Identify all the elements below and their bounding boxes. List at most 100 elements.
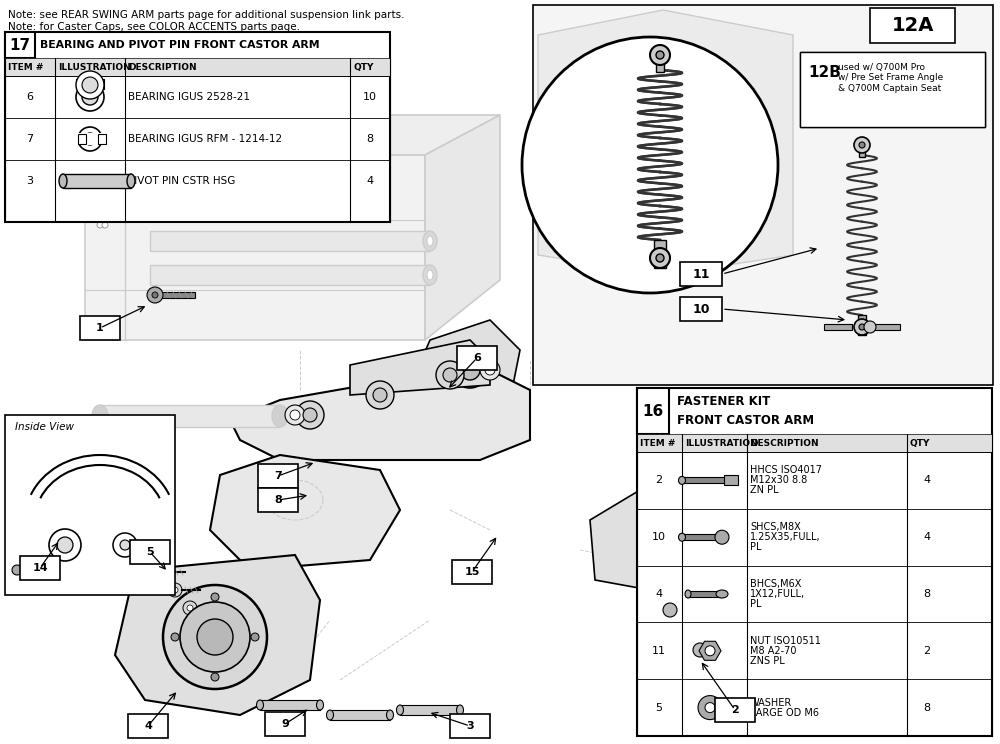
Text: BEARING AND PIVOT PIN FRONT CASTOR ARM: BEARING AND PIVOT PIN FRONT CASTOR ARM [40,40,320,50]
Polygon shape [230,365,530,460]
Bar [76,79,104,89]
Bar [682,534,722,540]
Circle shape [120,540,130,550]
Circle shape [705,646,715,655]
Ellipse shape [387,710,394,720]
Bar [130,540,170,564]
Bar [400,705,460,715]
Text: FRONT CASTOR ARM: FRONT CASTOR ARM [677,414,814,426]
Bar [700,646,755,654]
Polygon shape [538,10,793,275]
Bar [670,606,725,614]
Ellipse shape [127,174,135,188]
Circle shape [82,77,98,93]
Text: used w/ Q700M Pro
w/ Pre Set Frame Angle
& Q700M Captain Seat: used w/ Q700M Pro w/ Pre Set Frame Angle… [838,63,943,93]
Circle shape [373,388,387,402]
Text: 4: 4 [655,589,663,599]
Text: 9: 9 [281,719,289,729]
Text: 3: 3 [466,721,474,731]
Bar [63,174,131,188]
Circle shape [864,321,876,333]
Circle shape [452,352,488,388]
Circle shape [183,601,197,615]
Bar [870,324,900,330]
Bar [450,714,490,738]
Circle shape [57,537,73,553]
Circle shape [656,254,664,262]
Circle shape [854,137,870,153]
Circle shape [180,602,250,672]
Ellipse shape [92,405,108,427]
Bar [20,556,60,580]
Circle shape [251,633,259,641]
Circle shape [49,529,81,561]
Text: 10: 10 [692,303,710,315]
Bar [457,346,497,370]
Circle shape [303,408,317,422]
Circle shape [147,287,163,303]
Circle shape [102,222,108,228]
Text: NUT ISO10511: NUT ISO10511 [750,636,821,646]
Polygon shape [85,115,500,155]
Circle shape [650,45,670,65]
Text: 6: 6 [473,353,481,363]
Circle shape [290,410,300,420]
Bar [654,240,666,268]
Ellipse shape [423,265,437,285]
Text: 3: 3 [27,176,34,186]
Circle shape [172,587,178,593]
Circle shape [187,605,193,611]
Bar [330,710,390,720]
Ellipse shape [59,174,67,188]
Text: 7: 7 [26,134,34,144]
Text: 10: 10 [363,92,377,102]
Circle shape [698,696,722,719]
Text: BEARING IGUS 2528-21: BEARING IGUS 2528-21 [128,92,250,102]
Bar [260,700,320,710]
Text: BEARING IGUS RFM - 1214-12: BEARING IGUS RFM - 1214-12 [128,134,282,144]
Bar [637,388,669,434]
Circle shape [296,401,324,429]
Text: 1: 1 [96,323,104,333]
Text: QTY: QTY [910,438,930,447]
Circle shape [157,569,163,575]
Ellipse shape [685,590,691,598]
Circle shape [715,530,729,544]
Polygon shape [85,155,425,340]
Bar [824,324,852,330]
Polygon shape [425,115,500,340]
Circle shape [211,673,219,681]
Circle shape [585,57,601,73]
Text: HHCS ISO4017: HHCS ISO4017 [750,466,822,475]
Bar [265,712,305,736]
Bar [800,52,985,127]
Bar [637,388,992,736]
Text: M12x30 8.8: M12x30 8.8 [750,475,807,485]
Circle shape [211,593,219,601]
Circle shape [97,202,103,208]
Circle shape [485,365,495,375]
Bar [74,133,106,145]
Circle shape [82,89,98,105]
Circle shape [443,368,457,382]
Text: 14: 14 [32,563,48,573]
Circle shape [656,51,664,59]
Bar [128,714,168,738]
Bar [150,265,430,285]
Text: DESCRIPTION: DESCRIPTION [128,62,197,71]
Bar [870,8,955,43]
Bar [656,48,664,72]
Ellipse shape [457,705,464,715]
Circle shape [97,222,103,228]
Text: ITEM #: ITEM # [8,62,43,71]
Bar [682,478,726,484]
Bar [724,475,738,485]
Circle shape [854,319,870,335]
Text: SHCS,M8X: SHCS,M8X [750,522,801,532]
Text: Inside View: Inside View [15,422,74,432]
Circle shape [705,57,721,73]
Text: 12A: 12A [891,16,934,35]
Text: BHCS,M6X: BHCS,M6X [750,579,801,589]
Circle shape [152,292,158,298]
Polygon shape [590,490,680,590]
